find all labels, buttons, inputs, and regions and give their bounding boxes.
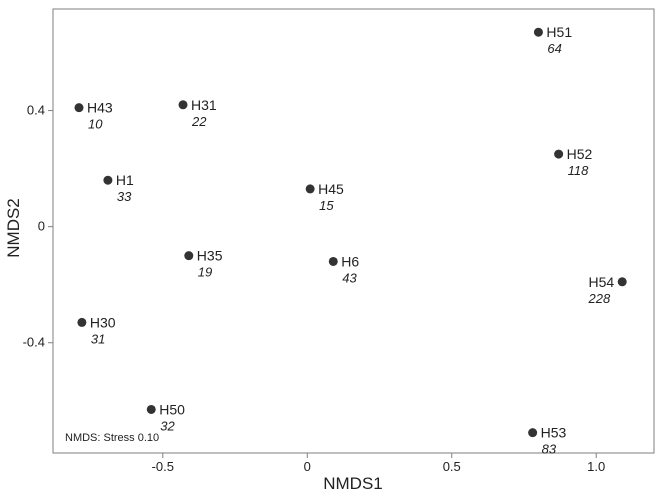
point-name-label: H54: [589, 274, 615, 290]
point-name-label: H52: [567, 146, 593, 162]
y-tick-label: -0.4: [23, 335, 45, 350]
point-value-label: 228: [588, 291, 611, 306]
point-name-label: H30: [90, 314, 116, 330]
y-tick-label: 0.4: [27, 103, 45, 118]
point-name-label: H43: [87, 100, 113, 116]
y-axis-title: NMDS2: [4, 198, 23, 258]
x-tick-label: 0: [304, 459, 311, 474]
point-name-label: H53: [541, 425, 567, 441]
point-marker: [103, 175, 113, 185]
point-marker: [178, 100, 188, 110]
x-axis-title: NMDS1: [323, 474, 383, 493]
point-marker: [184, 251, 194, 261]
stress-annotation: NMDS: Stress 0.10: [65, 432, 159, 444]
point-name-label: H51: [546, 24, 572, 40]
point-marker: [328, 256, 338, 266]
y-axis-ticks: 0.4 0 -0.4: [23, 103, 53, 350]
point-marker: [528, 428, 538, 438]
point-name-label: H35: [197, 248, 223, 264]
x-tick-label: -0.5: [152, 459, 174, 474]
point-value-label: 10: [88, 117, 103, 132]
point-marker: [554, 149, 564, 159]
point-name-label: H45: [318, 181, 344, 197]
point-value-label: 118: [568, 163, 589, 178]
point-value-label: 31: [91, 331, 105, 346]
point-value-label: 32: [160, 418, 175, 433]
point-name-label: H50: [159, 401, 185, 417]
x-tick-label: 0.5: [443, 459, 461, 474]
point-name-label: H31: [191, 97, 217, 113]
point-marker: [305, 184, 315, 194]
point-value-label: 43: [342, 270, 357, 285]
point-marker: [74, 103, 84, 113]
point-name-label: H6: [341, 253, 359, 269]
point-value-label: 83: [542, 442, 557, 457]
point-value-label: 19: [198, 265, 212, 280]
point-value-label: 15: [319, 198, 334, 213]
point-value-label: 33: [117, 189, 132, 204]
point-marker: [533, 27, 543, 37]
point-value-label: 22: [191, 114, 207, 129]
x-axis-ticks: -0.5 0 0.5 1.0: [152, 453, 605, 474]
point-marker: [617, 277, 627, 287]
x-tick-label: 1.0: [587, 459, 605, 474]
point-name-label: H1: [116, 172, 134, 188]
y-tick-label: 0: [38, 219, 45, 234]
plot-area-frame: [52, 8, 655, 454]
point-value-label: 64: [547, 41, 561, 56]
point-marker: [77, 317, 87, 327]
point-marker: [146, 404, 156, 414]
